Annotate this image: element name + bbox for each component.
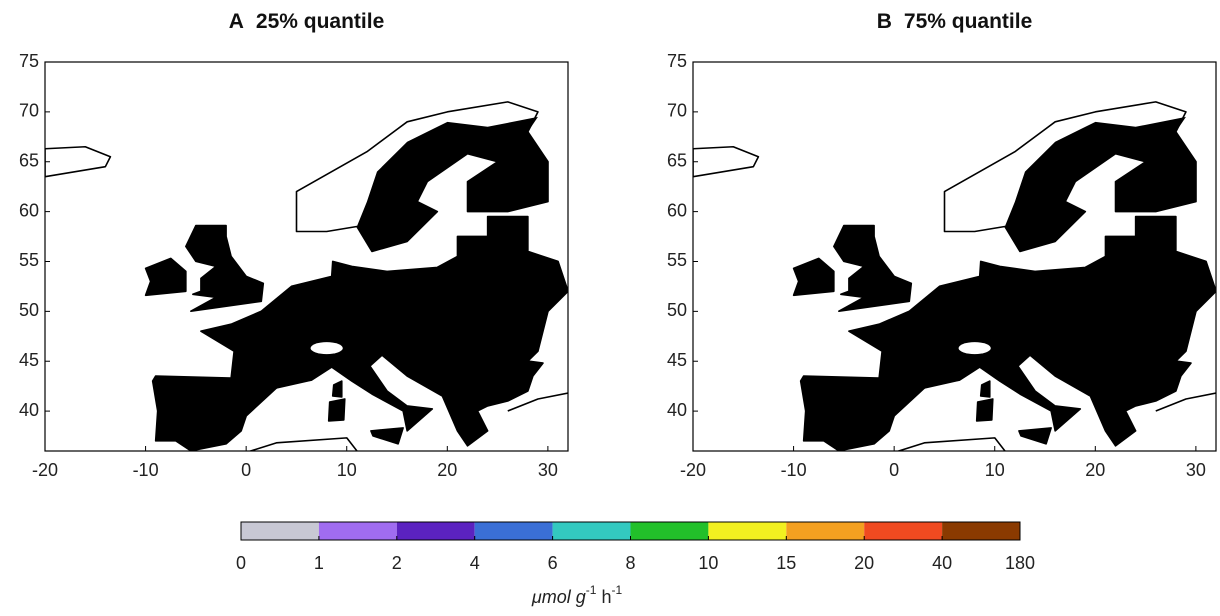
y-tick-label: 45: [19, 350, 39, 370]
y-tick-label: 45: [667, 350, 687, 370]
x-tick-label: -10: [781, 460, 807, 480]
y-tick-label: 50: [19, 300, 39, 320]
y-tick-label: 55: [19, 250, 39, 270]
y-tick-label: 75: [19, 51, 39, 71]
map-a: [5, 102, 568, 471]
x-tick-label: 30: [538, 460, 558, 480]
colorbar-tick-label: 40: [932, 553, 952, 573]
y-tick-label: 65: [19, 150, 39, 170]
panel-title: A 25% quantile: [229, 10, 385, 33]
x-tick-label: -10: [133, 460, 159, 480]
y-tick-label: 60: [667, 200, 687, 220]
colorbar-tick-label: 6: [548, 553, 558, 573]
colorbar-tick-label: 10: [698, 553, 718, 573]
x-tick-label: 10: [985, 460, 1005, 480]
colorbar-segment: [474, 522, 553, 540]
colorbar-segment: [708, 522, 787, 540]
colorbar-tick-label: 0: [236, 553, 246, 573]
colorbar-tick-label: 1: [314, 553, 324, 573]
colorbar-tick-label: 180: [1005, 553, 1035, 573]
x-tick-label: 0: [889, 460, 899, 480]
axes-box: [692, 61, 1217, 452]
panel-label: A: [229, 10, 244, 33]
colorbar-segment: [318, 522, 397, 540]
colorbar-tick-label: 15: [776, 553, 796, 573]
colorbar-segment: [942, 522, 1020, 540]
colorbar-segment: [241, 522, 319, 540]
y-tick-label: 50: [667, 300, 687, 320]
colorbar-tick-label: 2: [392, 553, 402, 573]
colorbar-tick-label: 4: [470, 553, 480, 573]
colorbar-segment: [630, 522, 709, 540]
colorbar-segment: [786, 522, 865, 540]
y-tick-label: 40: [667, 400, 687, 420]
y-tick-label: 65: [667, 150, 687, 170]
x-tick-label: 10: [337, 460, 357, 480]
y-tick-label: 70: [667, 101, 687, 121]
colorbar-segment: [552, 522, 631, 540]
x-tick-label: -20: [32, 460, 58, 480]
panel-title-text: 75% quantile: [904, 10, 1032, 33]
x-tick-label: -20: [680, 460, 706, 480]
x-tick-label: 0: [241, 460, 251, 480]
axes-box: [44, 61, 569, 452]
colorbar-tick-label: 20: [854, 553, 874, 573]
y-tick-label: 60: [19, 200, 39, 220]
colorbar-segment: [396, 522, 475, 540]
y-tick-label: 40: [19, 400, 39, 420]
colorbar-unit: μmol g-1 h-1: [531, 583, 623, 607]
colorbar-tick-label: 8: [625, 553, 635, 573]
panel-title-text: 25% quantile: [256, 10, 384, 33]
y-tick-label: 75: [667, 51, 687, 71]
x-tick-label: 20: [1085, 460, 1105, 480]
panel-label: B: [877, 10, 892, 33]
map-b: [653, 102, 1216, 471]
y-tick-label: 70: [19, 101, 39, 121]
panel-title: B 75% quantile: [877, 10, 1033, 33]
x-tick-label: 30: [1186, 460, 1206, 480]
y-tick-label: 55: [667, 250, 687, 270]
colorbar-segment: [864, 522, 943, 540]
x-tick-label: 20: [437, 460, 457, 480]
